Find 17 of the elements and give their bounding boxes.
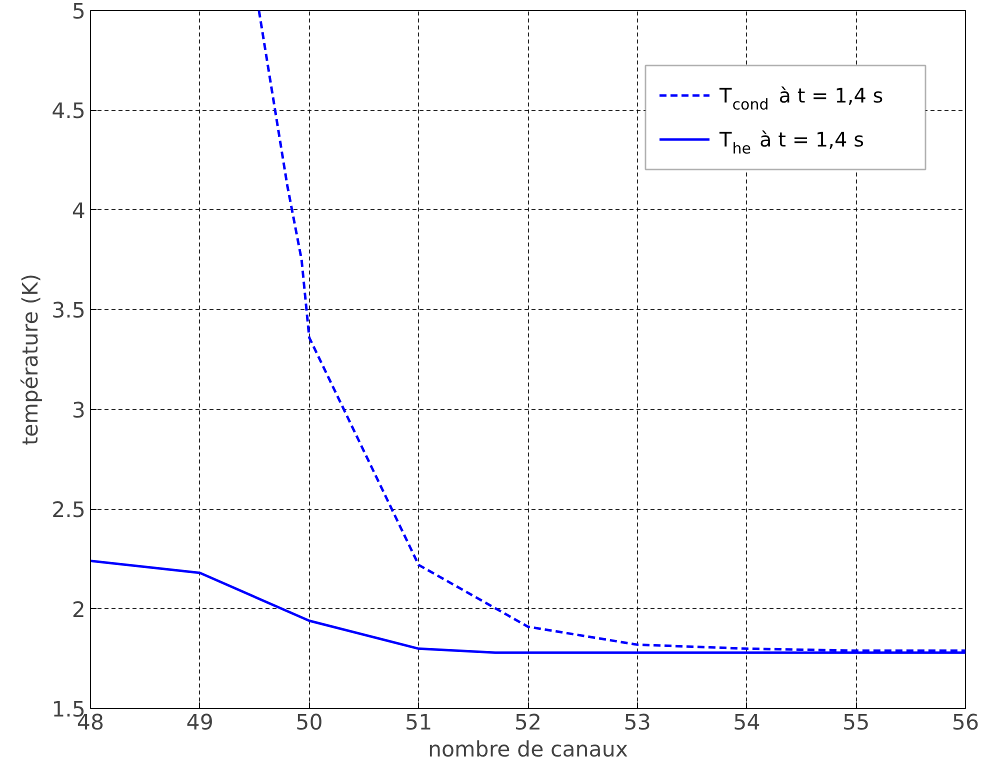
y-axis-title: température (K) (18, 274, 44, 446)
y-tick-label: 4.5 (52, 99, 86, 124)
x-tick-label: 56 (952, 710, 980, 736)
y-tick-label: 2.5 (52, 498, 86, 524)
y-tick-label: 3 (72, 398, 86, 424)
y-tick-label: 4 (72, 198, 86, 224)
x-tick-label: 50 (296, 710, 323, 736)
x-tick-label: 53 (624, 710, 651, 736)
y-tick-label: 5 (72, 0, 86, 24)
y-tick-label: 2 (72, 598, 86, 623)
x-tick-label: 52 (514, 710, 542, 736)
y-tick-label: 3.5 (52, 298, 86, 324)
x-tick-label: 49 (186, 710, 214, 736)
x-tick-label: 51 (405, 710, 432, 736)
x-tick-label: 55 (842, 710, 870, 736)
x-axis-title: nombre de canaux (428, 738, 628, 762)
x-tick-label: 54 (733, 710, 760, 736)
